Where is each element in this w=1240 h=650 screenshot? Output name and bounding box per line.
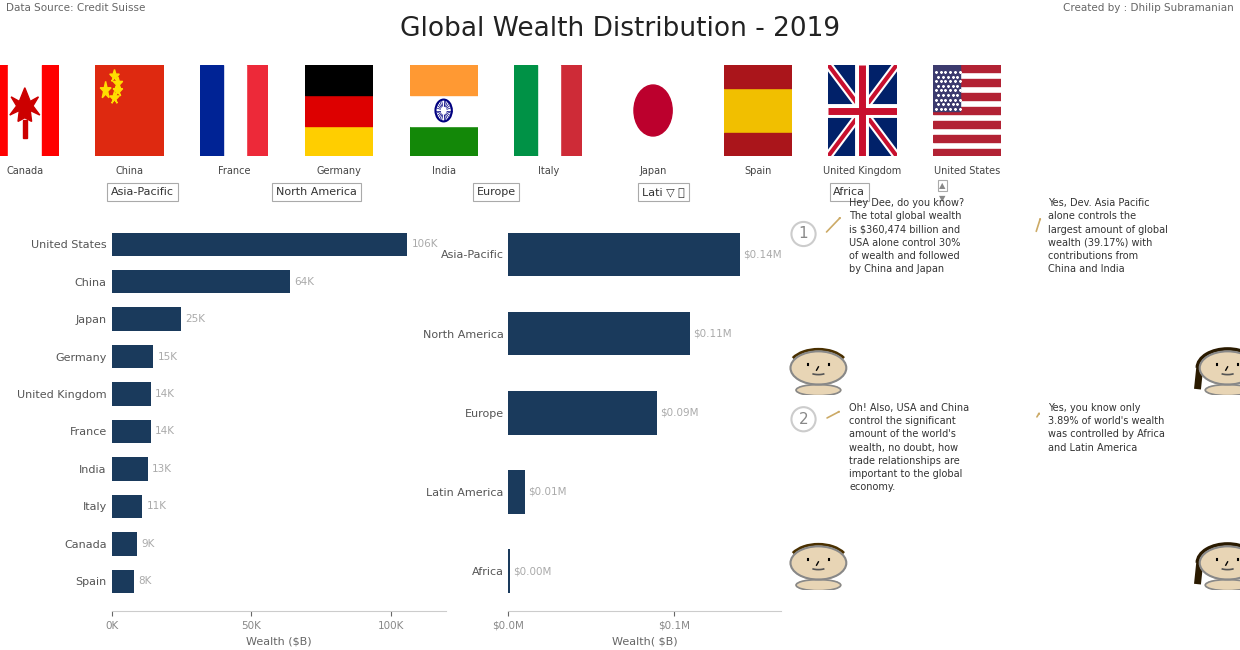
Bar [112, 233, 407, 255]
Text: Lati ▽ ⧆: Lati ▽ ⧆ [642, 187, 684, 197]
Text: Hey Dee, do you know?
The total global wealth
is $360,474 billion and
USA alone : Hey Dee, do you know? The total global w… [849, 198, 965, 274]
Text: $0.01M: $0.01M [528, 487, 567, 497]
X-axis label: Wealth( $B): Wealth( $B) [613, 636, 677, 646]
Text: 106K: 106K [412, 239, 438, 249]
Bar [934, 149, 1002, 156]
Text: Oh! Also, USA and China
control the significant
amount of the world's
wealth, no: Oh! Also, USA and China control the sign… [849, 403, 970, 492]
Text: 13K: 13K [153, 464, 172, 474]
Bar [305, 65, 373, 96]
Text: Canada: Canada [6, 166, 43, 176]
Text: United Kingdom: United Kingdom [823, 166, 901, 176]
Bar [934, 79, 1002, 86]
Bar [508, 549, 510, 593]
Text: 8K: 8K [138, 577, 151, 586]
Bar [934, 93, 1002, 100]
Bar [112, 458, 148, 480]
Text: China: China [115, 166, 144, 176]
Bar [508, 312, 691, 356]
Text: United States: United States [934, 166, 1001, 176]
Bar [508, 391, 657, 435]
Polygon shape [113, 77, 123, 88]
Text: Japan: Japan [640, 166, 667, 176]
Text: $0.00M: $0.00M [513, 566, 552, 576]
Text: 14K: 14K [155, 426, 175, 437]
Bar [112, 345, 154, 368]
Text: 64K: 64K [294, 277, 315, 287]
Text: 14K: 14K [155, 389, 175, 399]
Bar [112, 270, 290, 293]
Text: Europe: Europe [476, 187, 516, 197]
Text: Italy: Italy [538, 166, 559, 176]
Bar [200, 65, 223, 156]
Bar [508, 233, 740, 276]
Text: 2: 2 [799, 411, 808, 427]
Polygon shape [100, 81, 112, 98]
Text: Created by : Dhilip Subramanian: Created by : Dhilip Subramanian [1063, 3, 1234, 13]
Ellipse shape [796, 580, 841, 591]
Bar [305, 96, 373, 125]
Bar [42, 65, 60, 156]
Text: $0.11M: $0.11M [693, 328, 732, 339]
Text: 9K: 9K [141, 539, 154, 549]
Text: ▼: ▼ [939, 194, 946, 203]
X-axis label: Wealth ($B): Wealth ($B) [247, 636, 311, 646]
Text: $0.09M: $0.09M [661, 408, 699, 418]
Circle shape [634, 85, 672, 136]
Bar [112, 532, 136, 556]
Bar [724, 65, 792, 88]
Polygon shape [109, 92, 119, 103]
Bar [112, 495, 143, 518]
Text: Yes, Dev. Asia Pacific
alone controls the
largest amount of global
wealth (39.17: Yes, Dev. Asia Pacific alone controls th… [1048, 198, 1168, 274]
Circle shape [1199, 352, 1240, 385]
Text: 11K: 11K [146, 501, 166, 512]
Text: France: France [218, 166, 250, 176]
Circle shape [791, 352, 846, 385]
Ellipse shape [1205, 385, 1240, 396]
Text: Germany: Germany [316, 166, 361, 176]
Bar [409, 96, 477, 125]
Text: 25K: 25K [186, 314, 206, 324]
Bar [112, 420, 151, 443]
Bar [112, 307, 181, 331]
Bar [7, 65, 42, 156]
Bar [934, 135, 1002, 142]
Bar [409, 65, 477, 96]
Text: 1: 1 [799, 226, 808, 242]
Polygon shape [109, 70, 119, 81]
Text: Yes, you know only
3.89% of world's wealth
was controlled by Africa
and Latin Am: Yes, you know only 3.89% of world's weal… [1048, 403, 1164, 452]
Ellipse shape [796, 385, 841, 396]
Text: 15K: 15K [157, 352, 177, 361]
Text: $0.14M: $0.14M [743, 250, 781, 259]
Bar [112, 382, 151, 406]
Bar [724, 133, 792, 156]
Bar [515, 65, 559, 156]
Bar [515, 65, 537, 156]
Polygon shape [113, 84, 123, 96]
Text: Data Source: Credit Suisse: Data Source: Credit Suisse [6, 3, 145, 13]
Text: Spain: Spain [744, 166, 771, 176]
Text: Asia-Pacific: Asia-Pacific [112, 187, 174, 197]
Bar [934, 107, 1002, 114]
Bar [934, 121, 1002, 128]
Bar [508, 470, 525, 514]
Text: ▲: ▲ [939, 181, 946, 190]
Polygon shape [10, 88, 40, 122]
Bar [22, 120, 27, 138]
Text: Global Wealth Distribution - 2019: Global Wealth Distribution - 2019 [401, 16, 839, 42]
Text: India: India [432, 166, 455, 176]
Circle shape [791, 547, 846, 580]
Ellipse shape [1205, 580, 1240, 591]
Bar [934, 65, 961, 110]
Circle shape [1199, 547, 1240, 580]
Bar [200, 65, 246, 156]
Bar [112, 570, 134, 593]
Text: Africa: Africa [833, 187, 866, 197]
Text: North America: North America [275, 187, 357, 197]
Bar [934, 65, 1002, 72]
